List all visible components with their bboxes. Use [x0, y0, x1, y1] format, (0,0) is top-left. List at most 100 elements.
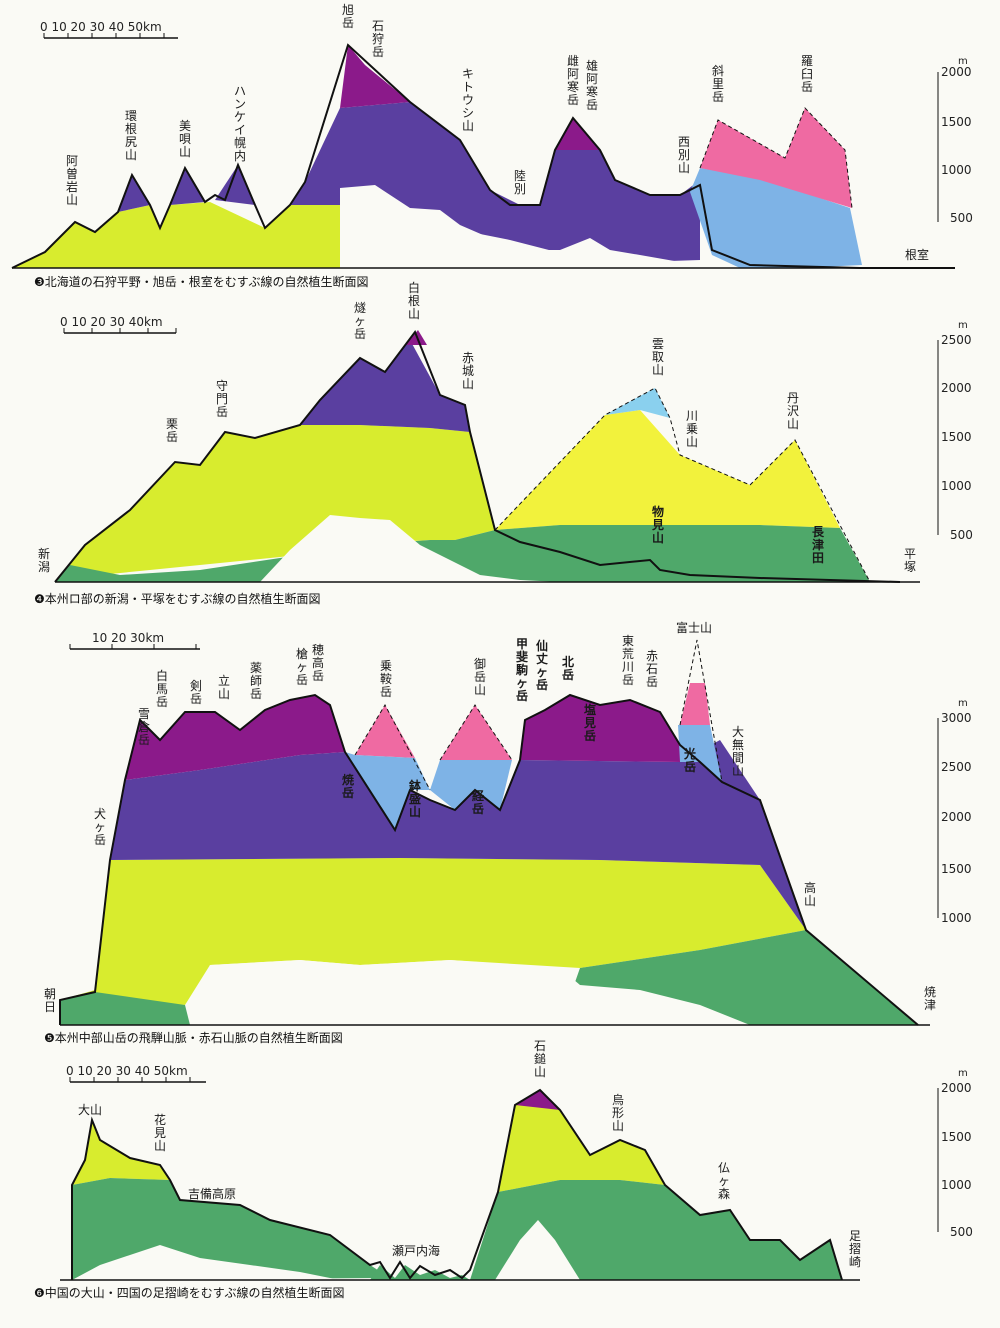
panel-chubu-alps: 10 20 30km m 3000 2500 2000 1500 1000: [44, 620, 972, 1045]
green-zone: [55, 525, 870, 582]
y-axis: m 2500 2000 1500 1000 500: [937, 320, 973, 542]
tick-label: 2000: [941, 381, 972, 395]
peak-label: 丹沢山: [787, 391, 799, 431]
dashed-ridge: [494, 387, 871, 583]
white-base: [190, 960, 750, 1025]
tick-label: 2000: [941, 65, 972, 79]
tick-label: 1500: [941, 430, 972, 444]
tick-label: 2500: [941, 333, 972, 347]
peak-label: 仏ヶ森: [718, 1161, 730, 1201]
lime-zone: [72, 1120, 170, 1185]
peak-label: 塩見岳: [583, 702, 596, 743]
lightblue-ontake: [430, 760, 512, 810]
peak-label: 御岳山: [474, 656, 486, 697]
lime-zone: [12, 202, 340, 268]
peak-label: 大無間山: [732, 725, 744, 778]
white-base-east: [495, 1220, 580, 1280]
place-label: 吉備高原: [188, 1186, 236, 1201]
y-axis: m 3000 2500 2000 1500 1000: [937, 698, 972, 925]
peak-label: 富士山: [676, 620, 712, 635]
lime-zone-east: [498, 1090, 665, 1192]
peak-label: 西別山: [678, 135, 690, 175]
dashed-ridges: [354, 703, 431, 791]
scale-label: 0 10 20 30 40 50km: [40, 20, 162, 34]
terrain-outline: [59, 693, 919, 1026]
peak-label: 旭岳: [342, 3, 354, 30]
place-label: 新潟: [38, 546, 50, 574]
peak-label: 犬ヶ岳: [94, 807, 106, 847]
panel-caption: ❻中国の大山・四国の足摺崎をむすぶ線の自然植生断面図: [34, 1285, 345, 1300]
unit-label: m: [958, 698, 968, 709]
skyblue-cap: [605, 388, 670, 418]
scale-bar: 0 10 20 30 40 50km: [66, 1064, 206, 1083]
peak-label: 北岳: [562, 654, 574, 682]
terrain-outline: [11, 43, 955, 269]
peak-label: 守門岳: [216, 379, 228, 419]
dashed-ridge: [699, 107, 853, 209]
peak-label: 赤石岳: [646, 649, 658, 689]
place-label: 根室: [905, 247, 929, 262]
scale-bar: 10 20 30km: [69, 631, 200, 650]
peak-label: 白根山: [408, 280, 420, 321]
tick-label: 1000: [941, 1178, 972, 1192]
scale-label: 10 20 30km: [92, 631, 164, 645]
tick-label: 2000: [941, 810, 972, 824]
pink-norikura: [355, 705, 415, 758]
peak-labels: 大山 花見山 吉備高原 瀬戸内海 石鎚山 烏形山 仏ヶ森 足摺崎: [78, 1039, 861, 1269]
unit-label: m: [958, 320, 968, 331]
terrain-outline: [54, 329, 901, 583]
purple-zone-west: [118, 175, 150, 212]
peak-label: 乗鞍岳: [380, 659, 392, 699]
white-base: [340, 185, 700, 268]
peak-label: 雲取山: [652, 337, 664, 377]
peak-label: 立山: [218, 673, 230, 701]
peak-label: 光岳: [683, 746, 696, 774]
peak-label: 仙丈ヶ岳: [536, 638, 548, 692]
panel-chugoku-shikoku: 0 10 20 30 40 50km m 2000 1500 1000 500 …: [34, 1039, 973, 1300]
peak-label: 甲斐駒ヶ岳: [516, 637, 528, 703]
pink-fuji: [680, 683, 710, 725]
tick-label: 1000: [941, 911, 972, 925]
tick-label: 500: [950, 211, 973, 225]
peak-label: 羅臼岳: [801, 54, 813, 94]
panel-caption: ❸北海道の石狩平野・旭岳・根室をむすぶ線の自然植生断面図: [34, 274, 369, 289]
magenta-asahi: [340, 45, 410, 108]
tick-label: 2500: [941, 760, 972, 774]
green-sea: [370, 1265, 470, 1280]
panel-hokkaido: 0 10 20 30 40 50km m 2000 1500 1000 500 …: [11, 3, 973, 289]
peak-label: 鉢盛山: [409, 778, 422, 819]
purple-zone-main: [290, 102, 700, 262]
y-axis: m 2000 1500 1000 500: [937, 56, 973, 225]
place-label: 物見山: [651, 504, 664, 545]
lime-zone: [60, 858, 806, 1005]
peak-label: 赤城山: [462, 351, 474, 391]
place-label: 焼津: [924, 985, 936, 1012]
peak-label: 石鎚山: [534, 1039, 546, 1079]
peak-label: 東荒川岳: [622, 634, 634, 687]
place-label: 高山: [804, 880, 816, 908]
scale-label: 0 10 20 30 40 50km: [66, 1064, 188, 1078]
tick-label: 2000: [941, 1081, 972, 1095]
peak-label: 陸別: [514, 169, 526, 196]
lightblue-norikura: [345, 752, 430, 830]
peak-label: 薬師岳: [250, 661, 262, 701]
purple-zone-west-2: [170, 168, 205, 205]
lightblue-fuji: [678, 725, 722, 782]
peak-label: 槍ヶ岳: [296, 646, 308, 687]
unit-label: m: [958, 1068, 968, 1079]
peak-label: キトウシ山: [462, 67, 474, 133]
peak-label: 大山: [78, 1103, 102, 1117]
place-label: 平塚: [904, 547, 916, 574]
magenta-cap: [405, 330, 427, 345]
white-base-west: [72, 1245, 340, 1280]
peak-label: 焼岳: [342, 772, 354, 800]
magenta-ishizuchi: [515, 1090, 560, 1110]
scale-label: 0 10 20 30 40km: [60, 315, 163, 329]
dashed-ridges-3: [679, 639, 723, 783]
pink-shiretoko: [700, 108, 852, 208]
place-label: 瀬戸内海: [392, 1243, 440, 1258]
tick-label: 3000: [941, 711, 972, 725]
peak-label: 剣岳: [190, 679, 202, 706]
peak-label: 雄阿寒岳: [586, 58, 598, 112]
